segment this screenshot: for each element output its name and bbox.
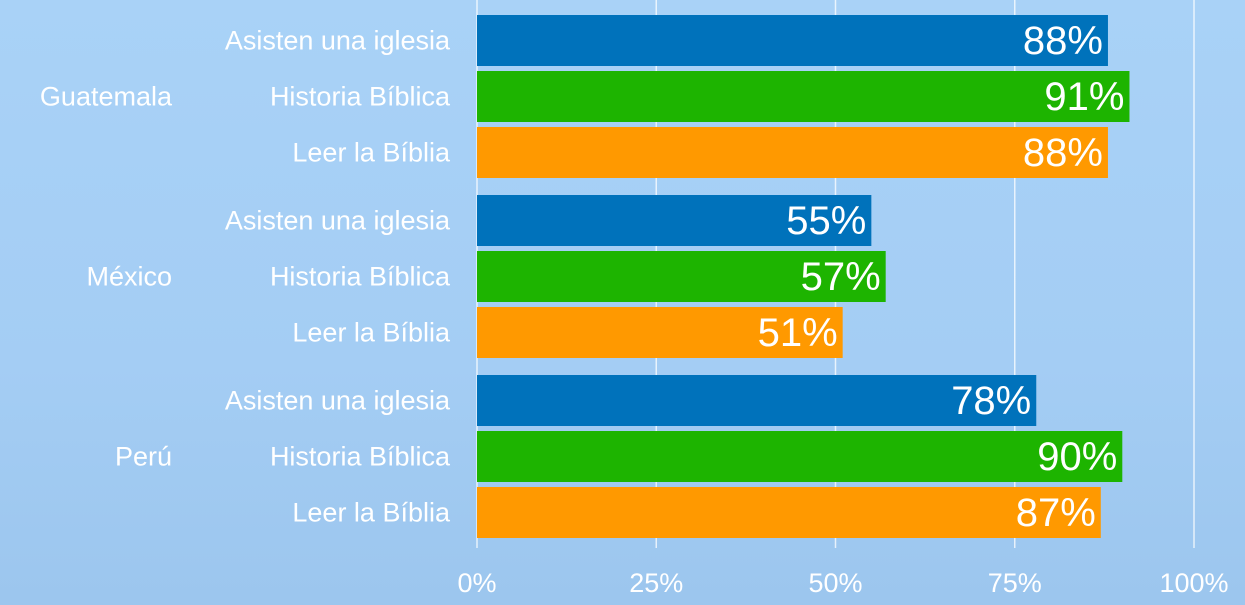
category-label: Historia Bíblica [270, 442, 451, 472]
bar [477, 127, 1108, 178]
category-label: Asisten una iglesia [225, 206, 451, 236]
value-label: 91% [1044, 75, 1124, 119]
group-label: México [86, 262, 172, 292]
bar [477, 251, 886, 302]
bar [477, 375, 1037, 426]
bar [477, 431, 1123, 482]
bar [477, 71, 1130, 122]
bar [477, 195, 872, 246]
category-label: Leer la Bíblia [292, 498, 451, 528]
group-label: Perú [115, 442, 172, 472]
value-label: 90% [1037, 435, 1117, 479]
bar [477, 487, 1101, 538]
x-tick-label: 0% [457, 568, 496, 598]
category-label: Asisten una iglesia [225, 386, 451, 416]
value-label: 57% [801, 255, 881, 299]
category-label: Leer la Bíblia [292, 318, 451, 348]
value-label: 55% [786, 199, 866, 243]
value-label: 51% [758, 311, 838, 355]
x-tick-label: 100% [1159, 568, 1228, 598]
category-label: Leer la Bíblia [292, 138, 451, 168]
group-label: Guatemala [40, 82, 173, 112]
value-label: 78% [951, 379, 1031, 423]
category-label: Asisten una iglesia [225, 26, 451, 56]
value-label: 87% [1016, 491, 1096, 535]
x-tick-label: 50% [808, 568, 862, 598]
value-label: 88% [1023, 19, 1103, 63]
category-label: Historia Bíblica [270, 82, 451, 112]
value-label: 88% [1023, 131, 1103, 175]
x-tick-label: 75% [988, 568, 1042, 598]
bar [477, 307, 843, 358]
category-label: Historia Bíblica [270, 262, 451, 292]
x-tick-label: 25% [629, 568, 683, 598]
bar [477, 15, 1108, 66]
